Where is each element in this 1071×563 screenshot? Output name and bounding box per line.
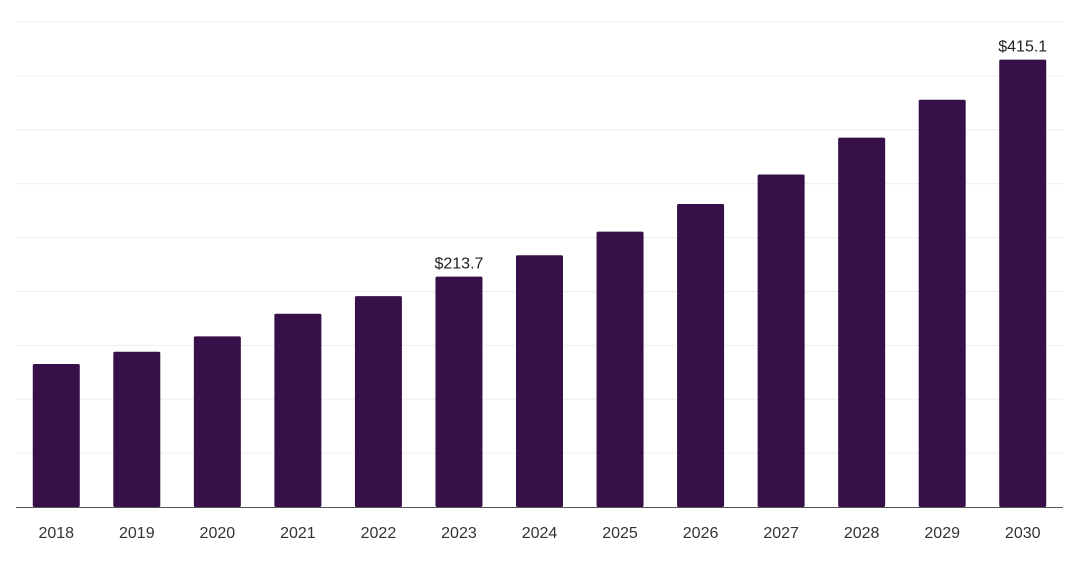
x-tick-label: 2023 xyxy=(441,525,477,542)
bar-2020 xyxy=(193,336,241,507)
bar-2022 xyxy=(354,296,402,507)
x-tick-label: 2030 xyxy=(1005,525,1041,542)
bar-2025 xyxy=(596,231,644,507)
bar-2019 xyxy=(113,351,161,507)
data-labels: $213.7 $415.1 xyxy=(434,39,1047,273)
gridlines xyxy=(16,21,1063,454)
bar-2018 xyxy=(32,363,80,507)
x-tick-label: 2020 xyxy=(200,525,236,542)
x-tick-label: 2027 xyxy=(763,525,799,542)
bar-2030 xyxy=(999,59,1047,508)
x-tick-label: 2018 xyxy=(38,525,74,542)
bars xyxy=(32,59,1047,508)
bar-2024 xyxy=(516,255,563,507)
bar-2028 xyxy=(838,137,886,507)
bar-2026 xyxy=(677,204,725,507)
bar-2023 xyxy=(435,276,483,507)
x-tick-label: 2026 xyxy=(683,525,719,542)
x-tick-labels: 2018 2019 2020 2021 2022 2023 2024 2025 2026 2027… xyxy=(38,525,1040,542)
x-tick-label: 2025 xyxy=(602,525,638,542)
x-tick-label: 2022 xyxy=(361,525,397,542)
bar-2029 xyxy=(918,99,966,508)
x-tick-label: 2028 xyxy=(844,525,880,542)
data-label-2030: $415.1 xyxy=(998,39,1047,56)
bar-2021 xyxy=(274,313,322,507)
x-tick-label: 2029 xyxy=(924,525,960,542)
x-tick-label: 2019 xyxy=(119,525,155,542)
bar-2027 xyxy=(757,174,805,507)
x-tick-label: 2024 xyxy=(522,525,558,542)
data-label-2023: $213.7 xyxy=(434,256,483,273)
x-tick-label: 2021 xyxy=(280,525,316,542)
